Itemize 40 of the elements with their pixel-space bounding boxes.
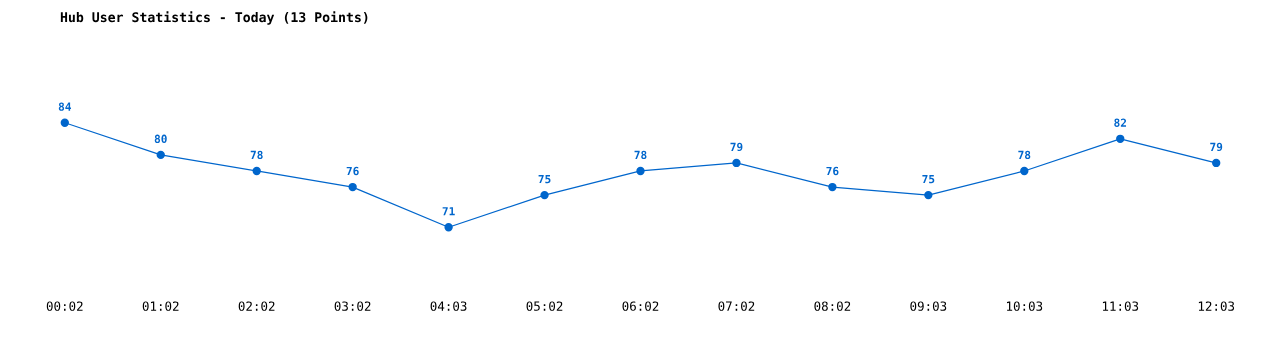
point [732, 158, 741, 168]
point [1116, 134, 1125, 143]
point [348, 182, 357, 192]
x-tick-label: 01:02 [142, 301, 179, 311]
x-tick-label: 03:02 [334, 301, 371, 311]
data-label: 75 [538, 174, 551, 184]
point [1020, 166, 1029, 176]
point [252, 166, 261, 176]
point [540, 190, 549, 200]
data-label: 71 [442, 207, 455, 216]
point [1212, 158, 1221, 168]
point [60, 118, 69, 127]
data-label: 78 [634, 150, 647, 160]
x-tick-label: 10:03 [1006, 301, 1043, 311]
chart-title: Hub User Statistics - Today (13 Points) [60, 11, 368, 25]
x-tick-label: 04:03 [430, 301, 467, 311]
data-label: 82 [1114, 118, 1127, 127]
data-label: 78 [1018, 150, 1031, 160]
x-tick-label: 07:02 [718, 301, 755, 311]
x-tick-label: 12:03 [1198, 301, 1235, 311]
x-tick-label: 06:02 [622, 301, 659, 311]
point [924, 190, 933, 200]
data-label: 78 [250, 150, 263, 160]
x-tick-label: 02:02 [238, 301, 275, 311]
data-label: 80 [154, 134, 167, 144]
data-label: 84 [58, 102, 71, 111]
data-label: 79 [730, 142, 743, 152]
x-tick-label: 11:03 [1102, 301, 1139, 311]
data-label: 75 [922, 174, 935, 184]
point [444, 223, 453, 232]
data-label: 76 [346, 166, 359, 176]
x-tick-label: 09:03 [910, 301, 947, 311]
data-label: 76 [826, 166, 839, 176]
point [828, 182, 837, 192]
x-tick-label: 05:02 [526, 301, 563, 311]
x-tick-label: 00:02 [46, 301, 83, 311]
x-tick-label: 08:02 [814, 301, 851, 311]
point [156, 150, 165, 160]
data-label: 79 [1210, 142, 1223, 152]
point [636, 166, 645, 176]
